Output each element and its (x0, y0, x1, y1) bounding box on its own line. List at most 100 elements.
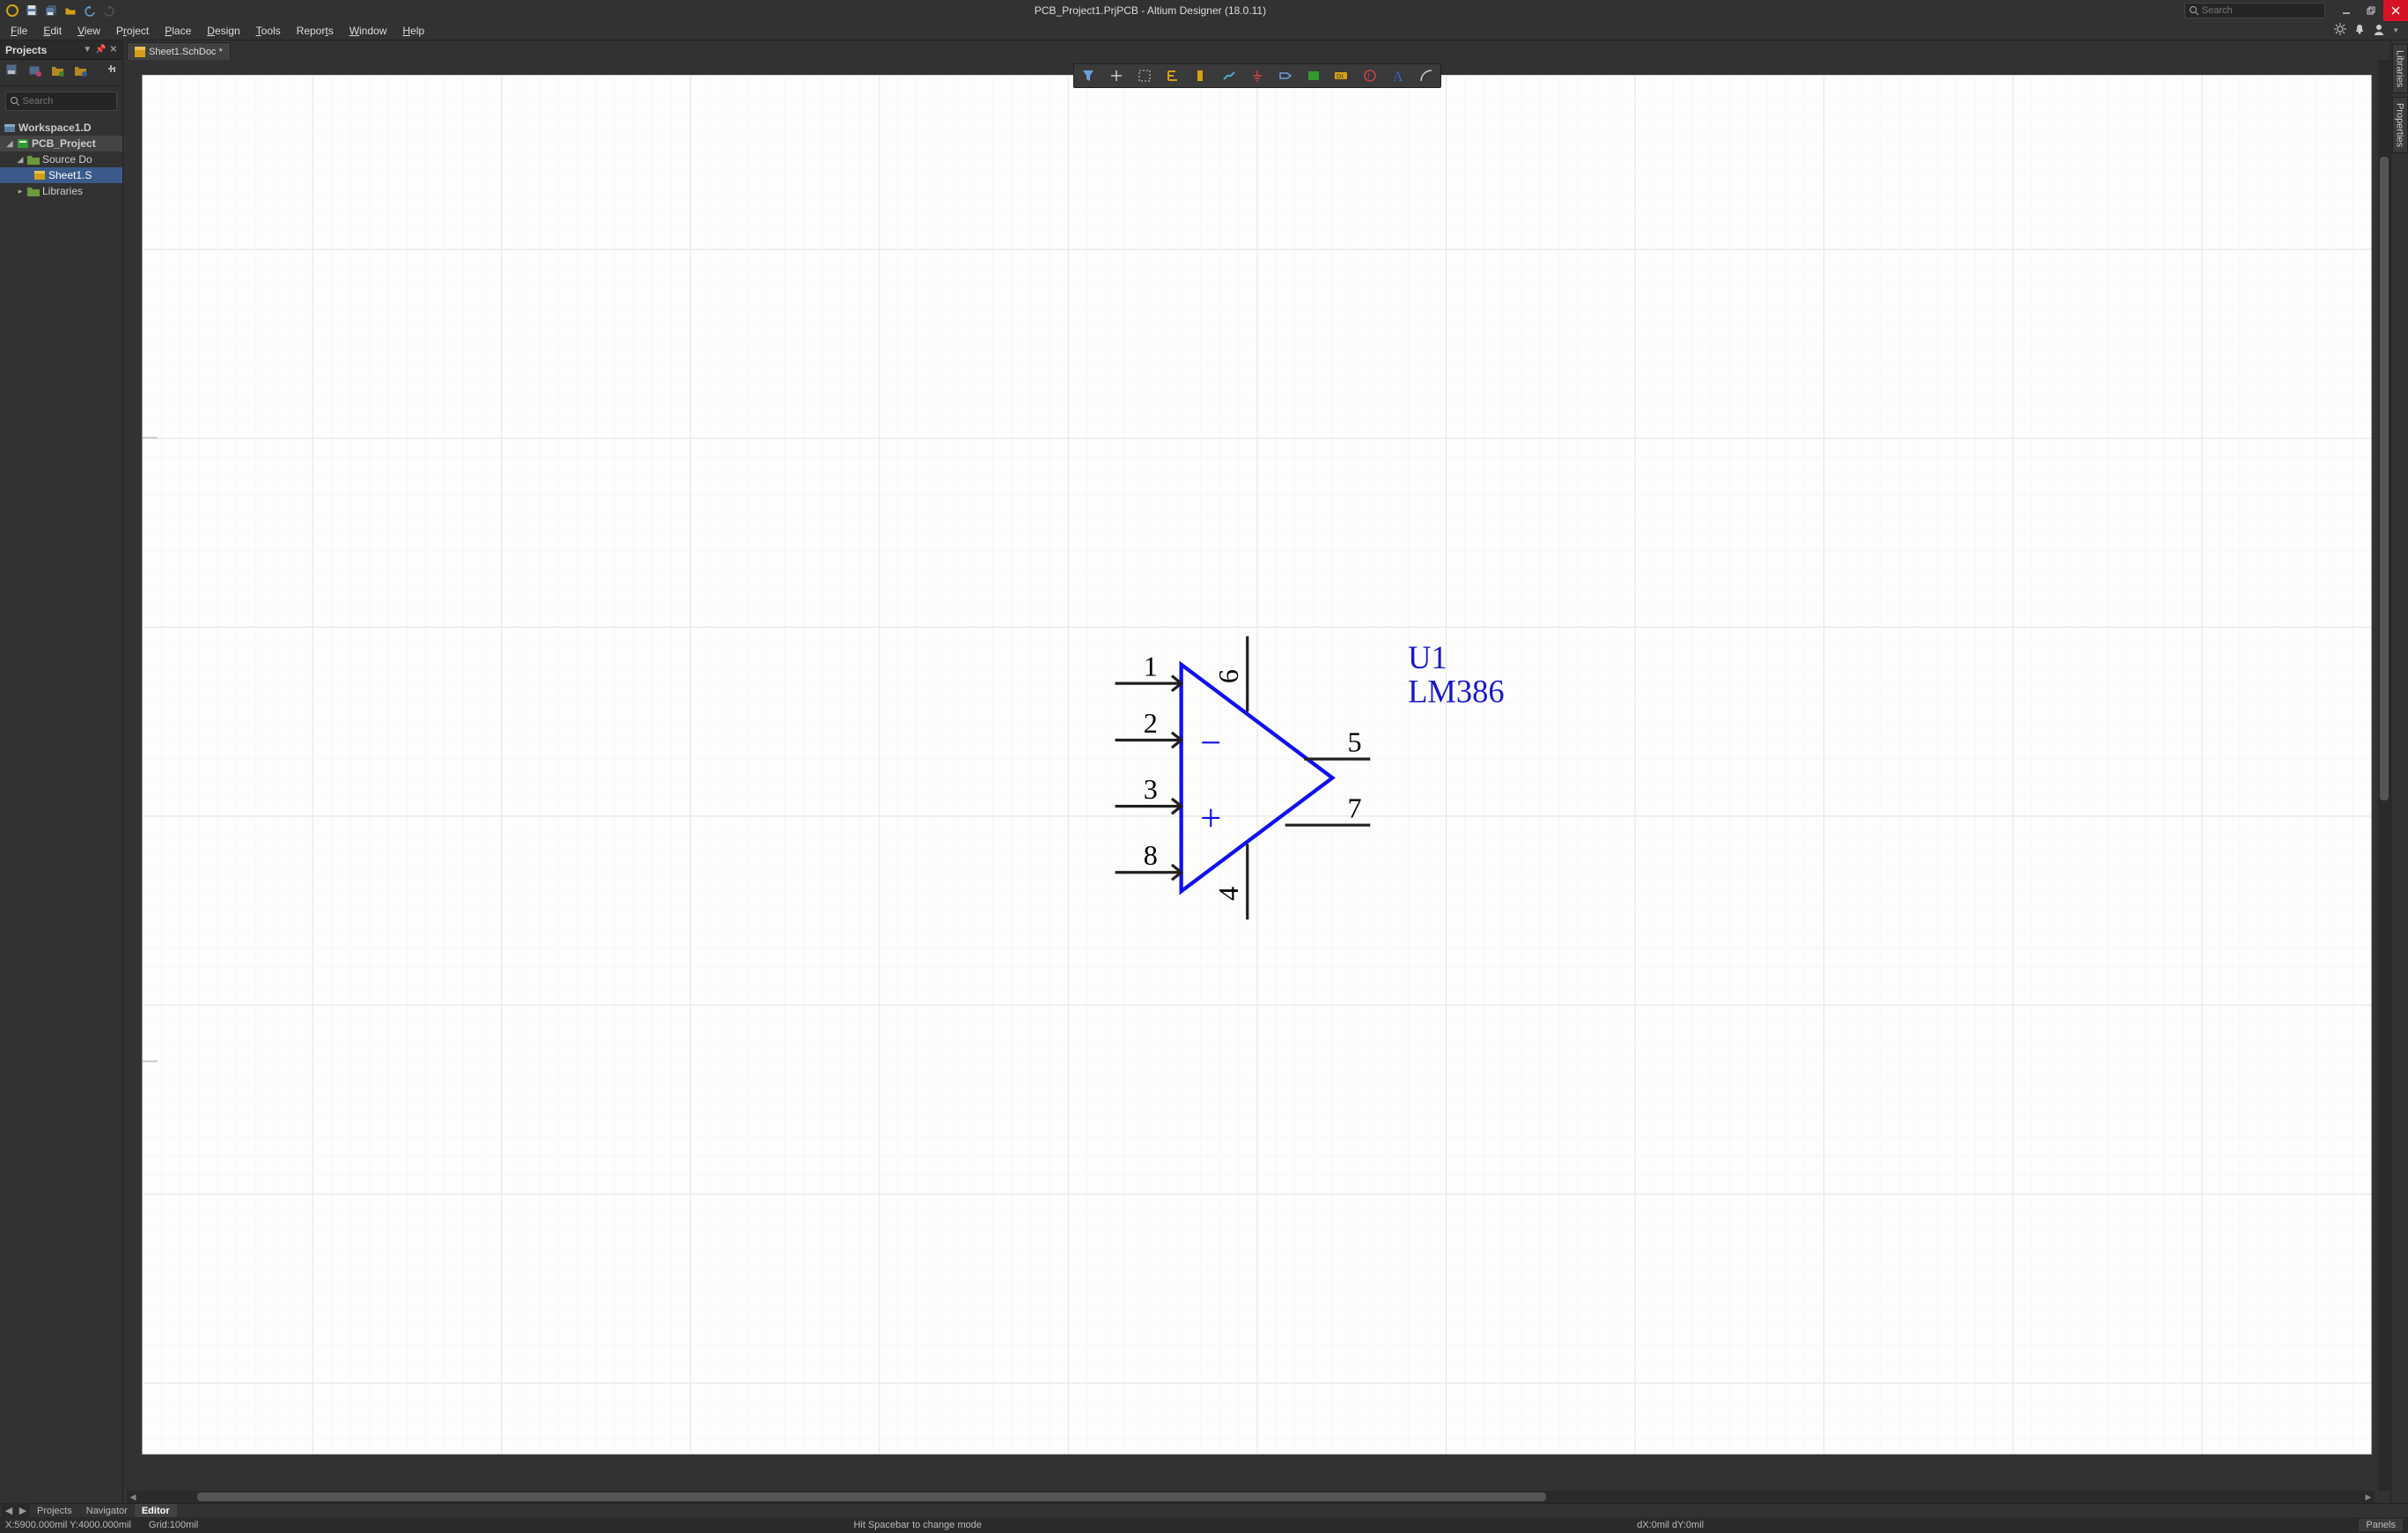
gnd-icon[interactable] (1248, 67, 1266, 85)
global-search[interactable] (2184, 3, 2325, 18)
menu-tools[interactable]: Tools (249, 23, 288, 39)
menu-file[interactable]: File (4, 23, 34, 39)
comment[interactable]: LM386 (1408, 674, 1504, 710)
caret-icon[interactable]: ◢ (16, 155, 25, 165)
designator[interactable]: U1 (1408, 640, 1447, 675)
menu-place[interactable]: Place (158, 23, 198, 39)
filter-icon[interactable] (1079, 67, 1097, 85)
bottom-tab-navigator[interactable]: Navigator (79, 1504, 135, 1518)
global-search-input[interactable] (2202, 5, 2321, 16)
open-icon[interactable] (63, 4, 77, 18)
menu-edit[interactable]: Edit (36, 23, 69, 39)
svg-text:D1: D1 (1337, 73, 1344, 80)
save-all-icon[interactable] (44, 4, 58, 18)
minimize-button[interactable] (2334, 0, 2359, 21)
text-icon[interactable]: A (1389, 67, 1407, 85)
projects-search-input[interactable] (23, 96, 113, 107)
right-tab-libraries[interactable]: Libraries (2392, 44, 2408, 93)
quick-access-toolbar (0, 4, 116, 18)
netlabel-icon[interactable]: D1 (1333, 67, 1351, 85)
panel-close-icon[interactable]: ✕ (110, 45, 117, 55)
sheet-entry-icon[interactable] (1305, 67, 1322, 85)
menu-design[interactable]: Design (200, 23, 247, 39)
wire-icon[interactable] (1220, 67, 1238, 85)
port-icon[interactable] (1277, 67, 1294, 85)
part-icon[interactable] (1192, 67, 1210, 85)
proj-refresh-icon[interactable] (74, 63, 88, 82)
tree-source-docs[interactable]: ◢ Source Do (0, 151, 122, 167)
document-tabs: Sheet1.SchDoc * (123, 41, 2390, 60)
menubar-right-icons: ▼ (2334, 23, 2404, 38)
pin-4: 4 (1212, 887, 1244, 901)
align-icon[interactable] (1164, 67, 1182, 85)
proj-options-icon[interactable] (107, 63, 117, 82)
bottom-tab-projects[interactable]: Projects (30, 1504, 79, 1518)
svg-text:A: A (1393, 70, 1403, 83)
vertical-scrollbar[interactable] (2378, 60, 2390, 1491)
pin-2: 2 (1144, 707, 1158, 739)
schematic-canvas[interactable]: − + 1 2 3 8 (123, 60, 2390, 1496)
notifications-icon[interactable] (2353, 23, 2366, 38)
close-button[interactable] (2383, 0, 2408, 21)
pin-1: 1 (1144, 651, 1158, 682)
undo-icon[interactable] (83, 4, 97, 18)
pin-6: 6 (1212, 669, 1244, 683)
window-title: PCB_Project1.PrjPCB - Altium Designer (1… (116, 4, 2184, 17)
settings-icon[interactable] (2334, 23, 2346, 38)
tab-nav-right[interactable]: ▶ (16, 1503, 30, 1519)
pin-8: 8 (1144, 839, 1158, 871)
noerc-icon[interactable]: ! (1361, 67, 1379, 85)
projects-panel-header: Projects ▼ 📌 ✕ (0, 41, 122, 60)
projects-panel: Projects ▼ 📌 ✕ Workspace1.D ◢ (0, 41, 123, 1503)
status-panels[interactable]: Panels (2359, 1519, 2403, 1531)
dropdown-icon[interactable]: ▼ (2392, 26, 2399, 34)
right-tab-properties[interactable]: Properties (2392, 97, 2408, 153)
proj-add-icon[interactable] (51, 63, 65, 82)
right-dock: Libraries Properties (2390, 41, 2408, 1503)
bottom-tab-editor[interactable]: Editor (135, 1504, 177, 1518)
arc-icon[interactable] (1418, 67, 1435, 85)
caret-icon[interactable]: ▸ (16, 187, 25, 196)
panel-menu-icon[interactable]: ▼ (83, 45, 92, 55)
select-icon[interactable] (1136, 67, 1153, 85)
caret-icon[interactable]: ◢ (5, 139, 14, 149)
projects-search[interactable] (5, 92, 117, 111)
menu-reports[interactable]: Reports (290, 23, 341, 39)
pin-7: 7 (1347, 792, 1361, 823)
menubar: File Edit View Project Place Design Tool… (0, 21, 2408, 41)
menu-project[interactable]: Project (109, 23, 156, 39)
pin-3: 3 (1144, 773, 1158, 805)
move-icon[interactable] (1108, 67, 1125, 85)
tree-workspace[interactable]: Workspace1.D (0, 120, 122, 136)
status-coords: X:5900.000mil Y:4000.000mil (5, 1520, 131, 1530)
status-grid: Grid:100mil (149, 1520, 198, 1530)
doc-bottom-tabs: ◀ ▶ Projects Navigator Editor (0, 1503, 2408, 1517)
tree-sheet[interactable]: Sheet1.S (0, 167, 122, 183)
titlebar: PCB_Project1.PrjPCB - Altium Designer (1… (0, 0, 2408, 21)
user-icon[interactable] (2373, 23, 2385, 38)
menu-view[interactable]: View (70, 23, 107, 39)
save-icon[interactable] (25, 4, 39, 18)
tab-nav-left[interactable]: ◀ (2, 1503, 16, 1519)
redo-icon[interactable] (102, 4, 116, 18)
menu-items: File Edit View Project Place Design Tool… (4, 23, 431, 39)
search-icon (10, 96, 19, 107)
proj-compile-icon[interactable] (28, 63, 42, 82)
projects-toolbar (0, 60, 122, 86)
panel-pin-icon[interactable]: 📌 (95, 45, 106, 55)
document-area: Sheet1.SchDoc * D1 ! A (123, 41, 2390, 1503)
minus-label: − (1200, 723, 1221, 764)
document-tab[interactable]: Sheet1.SchDoc * (127, 42, 231, 60)
menu-help[interactable]: Help (395, 23, 431, 39)
svg-text:!: ! (1367, 72, 1370, 82)
pin-5: 5 (1347, 726, 1361, 757)
schematic-toolbar: D1 ! A (1073, 63, 1441, 88)
horizontal-scrollbar[interactable]: ◀ ▶ (127, 1491, 2375, 1503)
app-logo-icon (5, 4, 19, 18)
tree-project[interactable]: ◢ PCB_Project (0, 136, 122, 151)
menu-window[interactable]: Window (342, 23, 394, 39)
status-delta: dX:0mil dY:0mil (1637, 1520, 1704, 1530)
tree-libraries[interactable]: ▸ Libraries (0, 183, 122, 199)
maximize-button[interactable] (2359, 0, 2383, 21)
proj-save-icon[interactable] (5, 63, 19, 82)
